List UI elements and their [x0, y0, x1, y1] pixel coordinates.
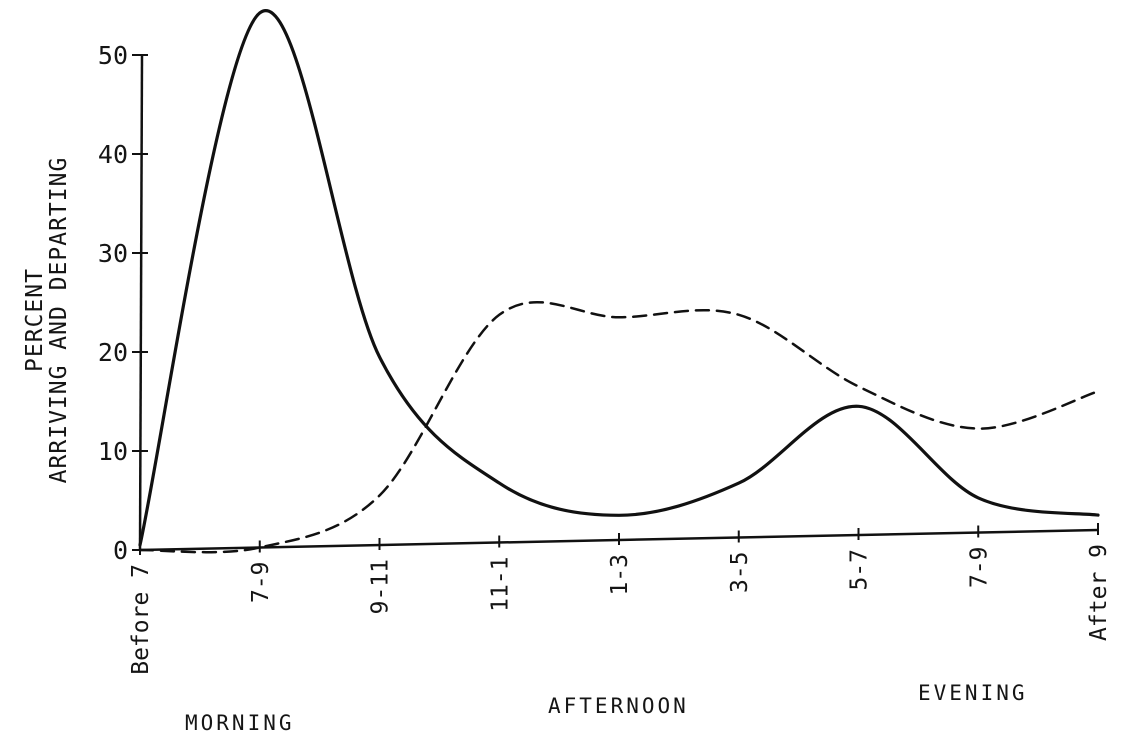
- y-axis: [138, 54, 144, 551]
- x-tick-label: 3-5: [727, 552, 753, 594]
- series-group: [138, 8, 1100, 554]
- x-tick-label: 11-1: [487, 557, 513, 612]
- y-axis-label-line-2: ARRIVING AND DEPARTING: [46, 157, 72, 484]
- x-ticks: Before 7 7-9 9-11 11-1 1-3 3-5 5-7 7-9 After 9: [128, 523, 1112, 675]
- period-label-evening: EVENING: [918, 681, 1028, 705]
- y-tick-label: 0: [113, 536, 128, 565]
- x-tick-label: 1-3: [607, 554, 633, 596]
- x-tick-label: 7-9: [966, 547, 992, 589]
- x-tick-label: 9-11: [368, 559, 394, 614]
- y-tick-label: 10: [98, 437, 128, 466]
- series-line-dashed: [138, 300, 1100, 554]
- period-labels: MORNING AFTERNOON EVENING: [185, 681, 1028, 735]
- period-label-morning: MORNING: [185, 711, 295, 735]
- x-tick-label: 7-9: [248, 562, 274, 604]
- y-tick-label: 40: [98, 140, 128, 169]
- y-tick-label: 30: [98, 239, 128, 268]
- series-line-solid: [138, 8, 1100, 547]
- y-ticks: 0 10 20 30 40 50: [98, 41, 148, 565]
- x-tick-label: 5-7: [847, 549, 873, 591]
- y-axis-label: PERCENT ARRIVING AND DEPARTING: [22, 157, 72, 484]
- y-tick-label: 20: [98, 338, 128, 367]
- period-label-afternoon: AFTERNOON: [548, 694, 689, 718]
- y-axis-label-line-1: PERCENT: [22, 268, 48, 372]
- y-tick-label: 50: [98, 41, 128, 70]
- x-tick-label: After 9: [1086, 544, 1112, 641]
- x-tick-label: Before 7: [128, 564, 154, 675]
